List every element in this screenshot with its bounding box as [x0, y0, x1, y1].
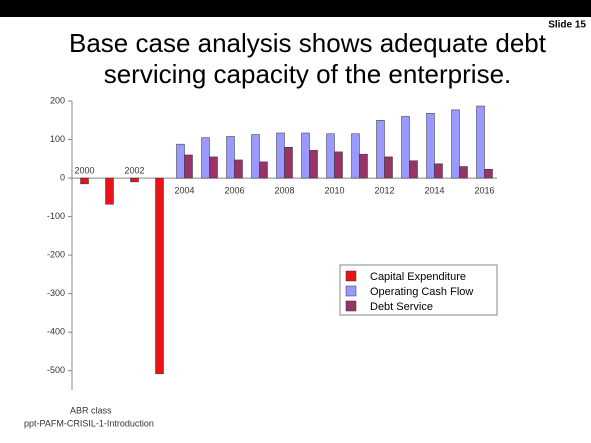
bar [251, 134, 260, 179]
bar [476, 105, 485, 179]
bar [401, 116, 410, 179]
y-tick-label: -100 [47, 211, 65, 221]
bar [259, 161, 268, 179]
y-tick-label: 100 [50, 134, 65, 144]
legend-label: Operating Cash Flow [370, 286, 473, 298]
legend-swatch [345, 300, 357, 312]
bar [130, 177, 139, 183]
bar [434, 163, 443, 179]
x-tick-label: 2006 [224, 185, 244, 195]
bar [351, 133, 360, 179]
bar [80, 177, 89, 185]
bar [276, 132, 285, 179]
title-box: Base case analysis shows adequate debt s… [69, 28, 546, 89]
bar [409, 160, 418, 179]
bar [384, 156, 393, 179]
bar [326, 133, 335, 179]
bar [334, 151, 343, 179]
footer-line: ABR class [70, 405, 112, 415]
top-band [0, 0, 591, 17]
bar [234, 159, 243, 179]
bar [451, 109, 460, 179]
bar [105, 177, 114, 205]
x-tick-label: 2016 [474, 185, 494, 195]
bar [459, 166, 468, 179]
bar [155, 177, 164, 375]
legend-swatch [345, 270, 357, 282]
bar [209, 156, 218, 179]
x-tick-label: 2004 [174, 185, 194, 195]
y-tick-label: -500 [47, 365, 65, 375]
bar [376, 120, 385, 179]
bar [426, 113, 435, 179]
x-tick-label: 2012 [374, 185, 394, 195]
legend-box [339, 264, 498, 316]
x-tick-label: 2010 [324, 185, 344, 195]
slide-number: Slide 15 [548, 20, 586, 31]
legend-label: Debt Service [370, 301, 433, 313]
bar [201, 137, 210, 179]
bar [309, 150, 318, 179]
y-tick-label: -300 [47, 288, 65, 298]
chart-title: Base case analysis shows adequate debt s… [69, 28, 546, 89]
footer-line: ppt-PAFM-CRISIL-1-Introduction [24, 418, 154, 428]
bar [484, 168, 493, 179]
legend-swatch [345, 285, 357, 297]
bar [226, 136, 235, 179]
y-tick-label: -400 [47, 327, 65, 337]
y-tick-label: -200 [47, 250, 65, 260]
bar [176, 143, 185, 179]
y-tick-label: 200 [50, 95, 65, 105]
bar [359, 153, 368, 179]
x-tick-label: 2014 [424, 185, 444, 195]
y-tick-label: 0 [60, 172, 65, 182]
bar [301, 132, 310, 179]
bar [184, 154, 193, 179]
x-tick-label: 2002 [124, 165, 144, 175]
legend-label: Capital Expenditure [370, 271, 466, 283]
bar [284, 146, 293, 179]
x-tick-label: 2008 [274, 185, 294, 195]
x-tick-label: 2000 [74, 165, 94, 175]
